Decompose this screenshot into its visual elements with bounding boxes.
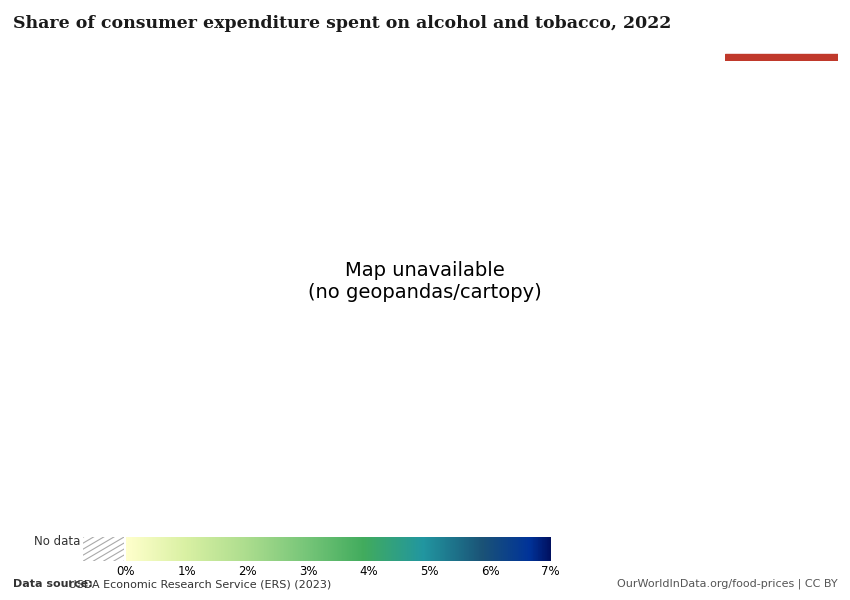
Text: No data: No data [34, 535, 81, 548]
Text: Map unavailable
(no geopandas/cartopy): Map unavailable (no geopandas/cartopy) [308, 262, 542, 302]
Text: in Data: in Data [762, 36, 802, 46]
Text: OurWorldInData.org/food-prices | CC BY: OurWorldInData.org/food-prices | CC BY [616, 578, 837, 589]
Text: Data source:: Data source: [13, 579, 93, 589]
Text: Share of consumer expenditure spent on alcohol and tobacco, 2022: Share of consumer expenditure spent on a… [13, 15, 671, 32]
Text: USDA Economic Research Service (ERS) (2023): USDA Economic Research Service (ERS) (20… [65, 579, 332, 589]
Bar [725, 55, 838, 61]
Text: Our World: Our World [754, 21, 809, 31]
